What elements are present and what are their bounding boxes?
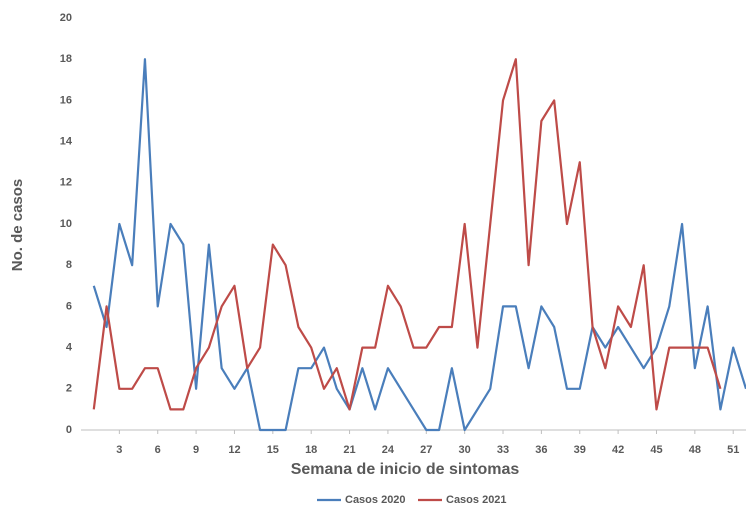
series-line [92, 58, 746, 432]
y-tick-label: 16 [60, 94, 72, 106]
x-tick-label: 6 [155, 444, 161, 456]
legend-label: Casos 2021 [446, 494, 507, 506]
x-tick-label: 30 [459, 444, 471, 456]
x-tick-label: 33 [497, 444, 509, 456]
x-tick-label: 18 [305, 444, 317, 456]
y-tick-label: 20 [60, 12, 72, 24]
x-tick-label: 12 [228, 444, 240, 456]
y-tick-label: 18 [60, 53, 72, 65]
x-tick-label: 3 [116, 444, 122, 456]
y-tick-label: 12 [60, 177, 72, 189]
y-tick-label: 4 [66, 342, 73, 354]
x-tick-label: 48 [689, 444, 701, 456]
x-tick-label: 45 [650, 444, 662, 456]
x-tick-label: 9 [193, 444, 199, 456]
x-tick-label: 36 [535, 444, 547, 456]
y-tick-label: 14 [60, 136, 73, 148]
x-tick-label: 51 [727, 444, 739, 456]
legend-label: Casos 2020 [345, 494, 406, 506]
y-tick-label: 0 [66, 424, 72, 436]
y-axis-title: No. de casos [9, 179, 26, 272]
y-tick-label: 6 [66, 300, 72, 312]
y-tick-label: 2 [66, 383, 72, 395]
y-tick-label: 10 [60, 218, 72, 230]
x-tick-label: 21 [343, 444, 355, 456]
x-tick-label: 27 [420, 444, 432, 456]
x-axis-title: Semana de inicio de sintomas [291, 461, 520, 478]
y-tick-label: 8 [66, 259, 72, 271]
x-tick-label: 15 [267, 444, 279, 456]
x-tick-label: 39 [574, 444, 586, 456]
x-tick-label: 42 [612, 444, 624, 456]
series-line [92, 58, 722, 411]
x-tick-label: 24 [382, 444, 395, 456]
